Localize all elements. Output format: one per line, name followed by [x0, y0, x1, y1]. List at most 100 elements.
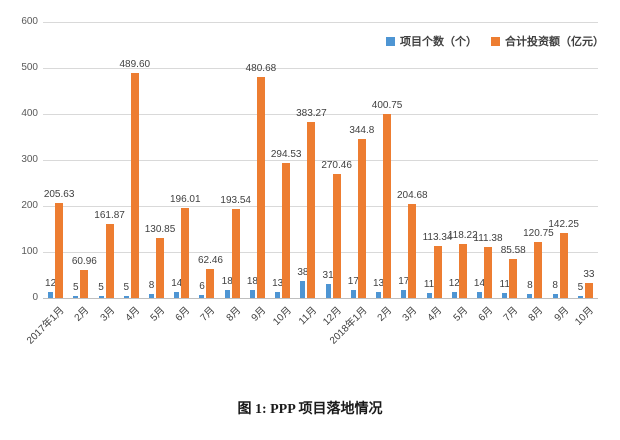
bar-investment — [256, 76, 265, 298]
x-tick-label: 4月 — [123, 305, 143, 324]
bar-investment — [357, 139, 366, 298]
value-label-investment: 118.22 — [447, 229, 478, 241]
bar-projects — [300, 280, 306, 298]
grid-line — [43, 114, 598, 115]
x-tick-label: 3月 — [98, 305, 117, 324]
x-tick-label: 8月 — [224, 305, 243, 324]
value-label-projects: 17 — [398, 276, 410, 288]
value-label-investment: 480.68 — [245, 62, 277, 74]
value-label-investment: 142.25 — [548, 218, 579, 230]
value-label-projects: 18 — [221, 275, 233, 287]
x-tick-label: 9月 — [249, 305, 269, 324]
y-tick-label: 600 — [21, 16, 38, 27]
value-label-investment: 120.75 — [523, 228, 554, 240]
value-label-projects: 8 — [148, 280, 155, 292]
bar-investment — [332, 173, 341, 298]
bar-projects — [350, 290, 356, 298]
value-label-investment: 85.58 — [500, 244, 526, 256]
grid-line — [43, 206, 598, 207]
bar-projects — [224, 289, 230, 298]
bar-projects — [476, 291, 482, 298]
x-tick-label: 10月 — [573, 305, 597, 328]
bar-projects — [527, 294, 533, 298]
x-axis-line — [43, 298, 598, 299]
bar-investment — [458, 243, 467, 298]
value-label-investment: 400.75 — [371, 99, 403, 111]
value-label-projects: 11 — [499, 278, 510, 290]
x-tick-label: 7月 — [198, 305, 218, 324]
bar-projects — [48, 292, 54, 298]
plot-area: 0 100 200 300 400 500 600 12 205.63 2017年1月 5 60.96… — [21, 16, 598, 347]
value-label-projects: 8 — [552, 280, 558, 292]
bar-projects — [426, 292, 432, 298]
grid-line — [43, 252, 598, 253]
y-tick-label: 0 — [32, 292, 38, 303]
bar-projects — [249, 289, 255, 298]
legend-swatch-projects-icon — [386, 36, 395, 46]
grid-line — [43, 160, 598, 161]
x-tick-label: 10月 — [270, 305, 294, 328]
chart-legend: 项目个数（个） 合计投资额（亿元） — [386, 33, 604, 49]
x-tick-label: 6月 — [476, 305, 496, 324]
legend-label-projects: 项目个数（个） — [400, 36, 477, 48]
bar-projects — [376, 292, 382, 298]
bar-projects — [552, 294, 558, 298]
value-label-investment: 33 — [583, 268, 595, 280]
bar-investment — [206, 269, 215, 298]
bar-investment — [130, 72, 139, 298]
bar-investment — [55, 203, 64, 298]
grid-line — [43, 68, 598, 69]
bar-investment — [584, 282, 593, 298]
bar-investment — [483, 246, 492, 298]
bar-projects — [149, 294, 155, 298]
bar-investment — [80, 269, 89, 298]
x-tick-label: 4月 — [426, 305, 445, 324]
x-tick-label: 6月 — [173, 305, 193, 324]
bar-projects — [174, 291, 180, 298]
value-label-projects: 5 — [73, 281, 79, 293]
value-label-projects: 14 — [473, 277, 486, 289]
bar-investment — [282, 162, 291, 298]
bar-investment — [307, 121, 316, 298]
legend-item-investment: 合计投资额（亿元） — [491, 33, 604, 49]
value-label-projects: 5 — [123, 281, 130, 293]
bar-investment — [383, 113, 392, 298]
bar-investment — [509, 258, 518, 298]
bar-investment — [105, 223, 114, 298]
legend-item-projects: 项目个数（个） — [386, 33, 477, 49]
bar-projects — [275, 292, 281, 298]
value-label-investment: 113.34 — [422, 231, 453, 243]
value-label-projects: 13 — [373, 278, 385, 290]
bar-projects — [123, 295, 129, 298]
value-label-investment: 60.96 — [71, 255, 97, 267]
bar-projects — [73, 295, 79, 298]
value-label-projects: 14 — [171, 277, 183, 289]
value-label-projects: 5 — [98, 281, 104, 293]
legend-label-investment: 合计投资额（亿元） — [505, 36, 604, 48]
y-tick-label: 100 — [21, 246, 38, 257]
bar-projects — [98, 295, 104, 298]
value-label-investment: 62.46 — [197, 255, 223, 267]
x-tick-label: 3月 — [400, 305, 420, 324]
value-label-projects: 13 — [272, 278, 284, 290]
value-label-projects: 18 — [246, 275, 258, 287]
bar-projects — [199, 295, 205, 298]
bar-projects — [502, 292, 508, 298]
x-tick-label: 7月 — [501, 305, 521, 324]
bar-projects — [401, 290, 407, 298]
bar-projects — [451, 292, 457, 298]
y-tick-label: 200 — [21, 200, 38, 211]
bar-investment — [559, 232, 568, 298]
bar-projects — [325, 283, 331, 298]
value-label-investment: 383.27 — [296, 107, 327, 119]
value-label-projects: 11 — [423, 278, 435, 290]
value-label-investment: 270.46 — [321, 159, 352, 171]
value-label-investment: 111.38 — [473, 232, 503, 244]
y-tick-label: 400 — [21, 108, 38, 119]
value-label-investment: 489.60 — [119, 58, 151, 70]
x-tick-label: 8月 — [526, 305, 546, 324]
bar-investment — [181, 207, 190, 298]
ppp-bar-chart: 0 100 200 300 400 500 600 12 205.63 2017年1月 5 60.96… — [21, 16, 604, 347]
value-label-projects: 5 — [577, 281, 584, 293]
